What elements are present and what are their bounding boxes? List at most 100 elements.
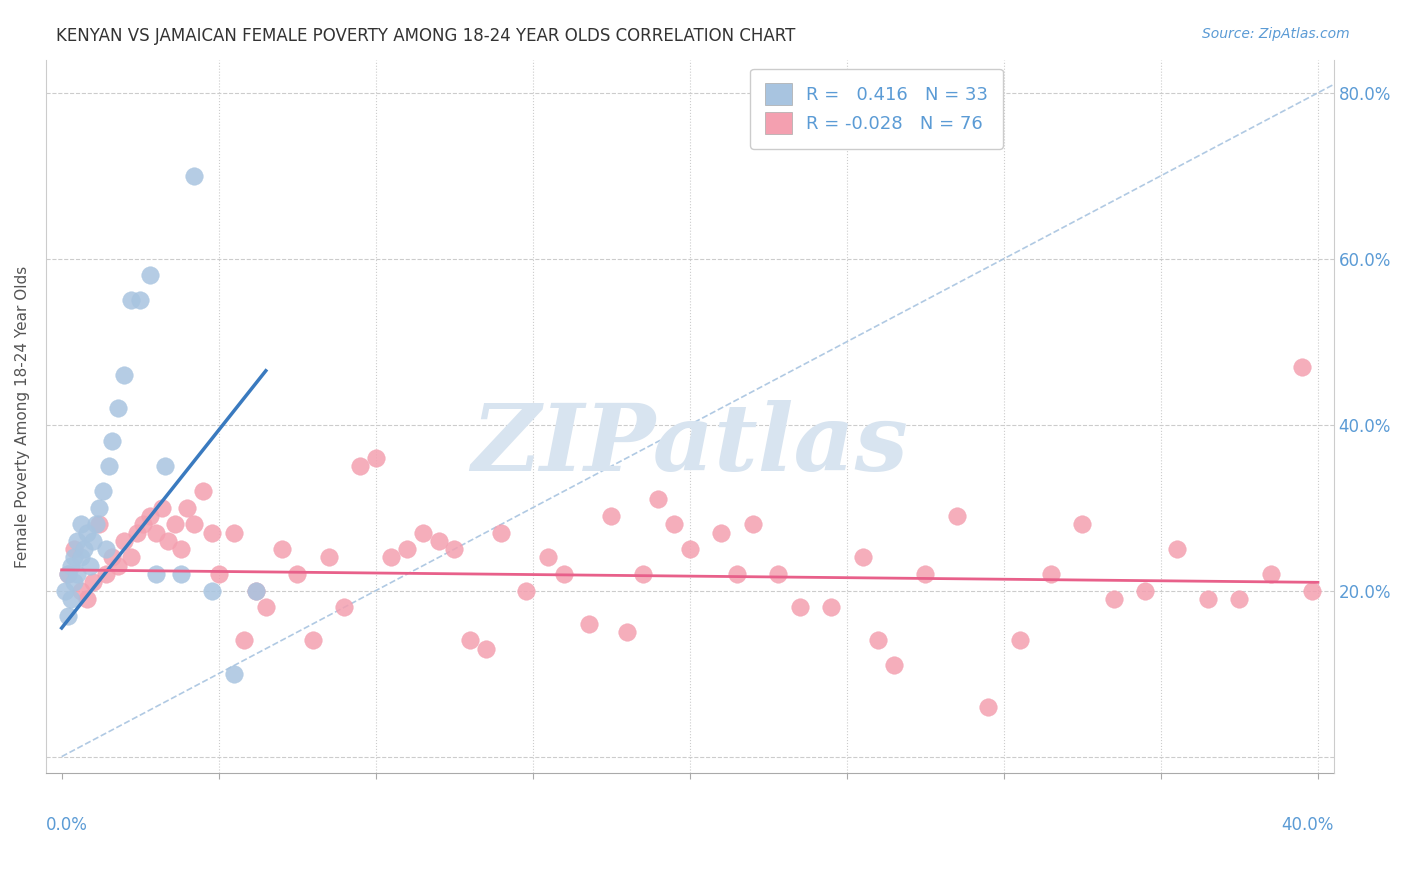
Point: [474, 641, 496, 656]
Point: [245, 583, 267, 598]
Point: [1197, 591, 1219, 606]
Point: [741, 517, 763, 532]
Point: [208, 567, 231, 582]
Point: [380, 550, 402, 565]
Point: [138, 508, 160, 523]
Point: [224, 666, 246, 681]
Point: [89, 517, 111, 532]
Point: [1301, 583, 1323, 598]
Point: [396, 542, 419, 557]
Point: [254, 600, 277, 615]
Text: Source: ZipAtlas.com: Source: ZipAtlas.com: [1202, 27, 1350, 41]
Point: [82, 575, 104, 590]
Point: [1008, 633, 1031, 648]
Y-axis label: Female Poverty Among 18-24 Year Olds: Female Poverty Among 18-24 Year Olds: [15, 265, 30, 567]
Point: [63, 575, 86, 590]
Point: [515, 583, 537, 598]
Point: [201, 525, 224, 540]
Point: [349, 459, 371, 474]
Point: [914, 567, 936, 582]
Point: [63, 542, 86, 557]
Point: [170, 567, 193, 582]
Point: [631, 567, 654, 582]
Point: [537, 550, 560, 565]
Point: [1260, 567, 1282, 582]
Legend: R =   0.416   N = 33, R = -0.028   N = 76: R = 0.416 N = 33, R = -0.028 N = 76: [751, 69, 1002, 149]
Point: [120, 293, 142, 308]
Point: [89, 500, 111, 515]
Point: [191, 484, 214, 499]
Point: [364, 450, 387, 465]
Text: KENYAN VS JAMAICAN FEMALE POVERTY AMONG 18-24 YEAR OLDS CORRELATION CHART: KENYAN VS JAMAICAN FEMALE POVERTY AMONG …: [56, 27, 796, 45]
Point: [66, 533, 89, 548]
Point: [725, 567, 748, 582]
Text: ZIPatlas: ZIPatlas: [471, 400, 908, 490]
Point: [318, 550, 340, 565]
Point: [129, 293, 152, 308]
Point: [145, 567, 167, 582]
Point: [76, 525, 98, 540]
Point: [1039, 567, 1062, 582]
Point: [1071, 517, 1094, 532]
Point: [155, 459, 177, 474]
Point: [183, 517, 205, 532]
Point: [820, 600, 842, 615]
Text: 0.0%: 0.0%: [46, 816, 87, 834]
Point: [150, 500, 173, 515]
Point: [458, 633, 481, 648]
Point: [79, 558, 101, 573]
Point: [868, 633, 890, 648]
Point: [69, 550, 91, 565]
Point: [76, 591, 98, 606]
Point: [883, 658, 905, 673]
Point: [616, 625, 638, 640]
Point: [73, 542, 96, 557]
Point: [82, 533, 104, 548]
Point: [183, 169, 205, 183]
Point: [66, 567, 89, 582]
Point: [491, 525, 513, 540]
Point: [145, 525, 167, 540]
Point: [333, 600, 356, 615]
Point: [114, 368, 136, 382]
Point: [647, 492, 669, 507]
Point: [60, 591, 83, 606]
Point: [679, 542, 702, 557]
Point: [56, 608, 79, 623]
Point: [63, 550, 86, 565]
Point: [69, 583, 91, 598]
Point: [114, 533, 136, 548]
Point: [84, 517, 107, 532]
Point: [1102, 591, 1125, 606]
Point: [176, 500, 198, 515]
Point: [412, 525, 434, 540]
Point: [427, 533, 450, 548]
Point: [710, 525, 733, 540]
Point: [1291, 359, 1313, 374]
Point: [201, 583, 224, 598]
Point: [107, 401, 129, 416]
Point: [163, 517, 186, 532]
Point: [224, 525, 246, 540]
Point: [766, 567, 789, 582]
Point: [60, 558, 83, 573]
Point: [107, 558, 129, 573]
Point: [245, 583, 267, 598]
Point: [94, 542, 117, 557]
Point: [945, 508, 967, 523]
Point: [1166, 542, 1188, 557]
Point: [851, 550, 873, 565]
Text: 40.0%: 40.0%: [1281, 816, 1334, 834]
Point: [132, 517, 155, 532]
Point: [69, 517, 91, 532]
Point: [443, 542, 465, 557]
Point: [285, 567, 308, 582]
Point: [600, 508, 623, 523]
Point: [232, 633, 254, 648]
Point: [97, 459, 120, 474]
Point: [120, 550, 142, 565]
Point: [1229, 591, 1251, 606]
Point: [553, 567, 575, 582]
Point: [56, 567, 79, 582]
Point: [170, 542, 193, 557]
